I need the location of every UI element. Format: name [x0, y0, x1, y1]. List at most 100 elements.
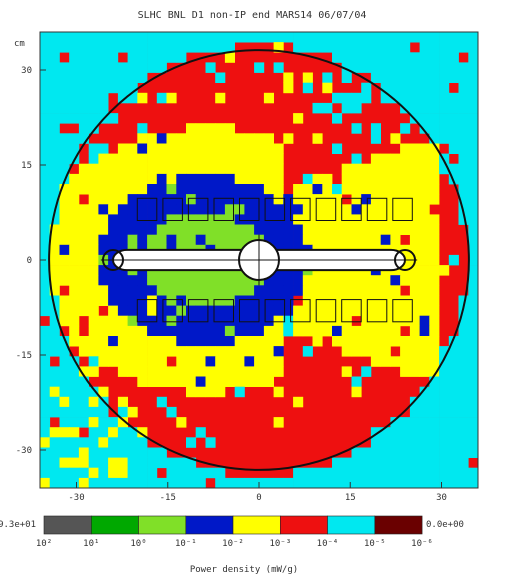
heatmap-cell: [176, 234, 187, 246]
heatmap-cell: [137, 123, 148, 134]
heatmap-cell: [147, 62, 158, 73]
heatmap-cell: [127, 224, 138, 235]
heatmap-cell: [88, 52, 99, 63]
heatmap-cell: [137, 477, 148, 489]
heatmap-cell: [380, 437, 391, 448]
heatmap-cell: [244, 356, 255, 367]
heatmap-cell: [312, 315, 323, 327]
heatmap-cell: [448, 72, 459, 83]
heatmap-cell: [234, 275, 245, 286]
heatmap-cell: [147, 153, 158, 165]
heatmap-cell: [195, 477, 206, 489]
heatmap-cell: [429, 123, 440, 134]
heatmap-cell: [322, 173, 333, 185]
heatmap-cell: [293, 214, 304, 225]
heatmap-cell: [88, 447, 99, 458]
coil-outline: [341, 197, 362, 222]
heatmap-cell: [69, 184, 80, 195]
heatmap-cell: [351, 224, 362, 235]
heatmap-cell: [283, 133, 294, 144]
heatmap-cell: [69, 254, 80, 266]
heatmap-cell: [166, 143, 177, 154]
heatmap-cell: [205, 315, 216, 327]
heatmap-cell: [49, 214, 60, 225]
heatmap-cell: [98, 52, 109, 63]
heatmap-cell: [205, 346, 216, 357]
heatmap-cell: [215, 184, 226, 195]
heatmap-cell: [244, 224, 255, 235]
heatmap-cell: [409, 427, 420, 438]
heatmap-cell: [332, 204, 343, 215]
heatmap-cell: [78, 295, 89, 306]
heatmap-cell: [370, 184, 381, 195]
heatmap-cell: [137, 295, 148, 306]
heatmap-cell: [244, 366, 255, 377]
heatmap-cell: [127, 72, 138, 83]
heatmap-cell: [400, 123, 411, 134]
heatmap-cell: [117, 62, 128, 73]
heatmap-cell: [283, 305, 294, 317]
coil-outline: [366, 197, 388, 222]
heatmap-cell: [69, 42, 80, 53]
heatmap-cell: [59, 447, 70, 458]
heatmap-cell: [49, 315, 60, 327]
heatmap-cell: [322, 285, 333, 296]
heatmap-cell: [361, 92, 372, 104]
heatmap-cell: [302, 82, 313, 94]
heatmap-cell: [448, 427, 459, 438]
heatmap-cell: [147, 305, 158, 317]
heatmap-cell: [40, 234, 51, 246]
heatmap-cell: [468, 123, 479, 134]
heatmap-cell: [224, 184, 235, 195]
heatmap-cell: [108, 113, 119, 124]
heatmap-cell: [429, 376, 440, 387]
heatmap-cell: [40, 417, 51, 428]
heatmap-cell: [88, 92, 99, 104]
heatmap-cell: [40, 153, 51, 165]
heatmap-cell: [429, 457, 440, 469]
heatmap-cell: [283, 194, 294, 205]
heatmap-cell: [98, 285, 109, 296]
heatmap-cell: [176, 173, 187, 185]
heatmap-cell: [361, 42, 372, 53]
heatmap-cell: [419, 82, 430, 94]
heatmap-cell: [429, 366, 440, 377]
heatmap-cell: [195, 427, 206, 438]
heatmap-cell: [263, 194, 274, 205]
heatmap-cell: [224, 224, 235, 235]
heatmap-cell: [186, 173, 197, 185]
heatmap-cell: [147, 143, 158, 154]
heatmap-cell: [88, 325, 99, 337]
heatmap-cell: [205, 285, 216, 296]
heatmap-cell: [98, 194, 109, 205]
heatmap-cell: [400, 305, 411, 317]
heatmap-cell: [458, 62, 469, 73]
heatmap-cell: [370, 346, 381, 357]
heatmap-cell: [332, 457, 343, 469]
heatmap-cell: [332, 92, 343, 104]
heatmap-cell: [361, 346, 372, 357]
heatmap-cell: [215, 133, 226, 144]
heatmap-cell: [176, 143, 187, 154]
heatmap-cell: [137, 214, 148, 225]
heatmap-cell: [293, 194, 304, 205]
heatmap-cell: [458, 396, 469, 408]
heatmap-cell: [458, 477, 469, 489]
heatmap-cell: [186, 204, 197, 215]
heatmap-cell: [147, 32, 158, 43]
heatmap-cell: [341, 315, 352, 327]
heatmap-cell: [380, 62, 391, 73]
heatmap-cell: [117, 457, 128, 469]
coil-outline: [366, 299, 388, 323]
heatmap-cell: [419, 295, 430, 306]
heatmap-cell: [400, 315, 411, 327]
heatmap-cell: [127, 82, 138, 94]
heatmap-cell: [273, 356, 284, 367]
heatmap-cell: [166, 32, 177, 43]
heatmap-cell: [49, 32, 60, 43]
heatmap-cell: [88, 102, 99, 114]
heatmap-cell: [380, 315, 391, 327]
heatmap-cell: [195, 325, 206, 337]
heatmap-cell: [88, 214, 99, 225]
heatmap-cell: [283, 275, 294, 286]
